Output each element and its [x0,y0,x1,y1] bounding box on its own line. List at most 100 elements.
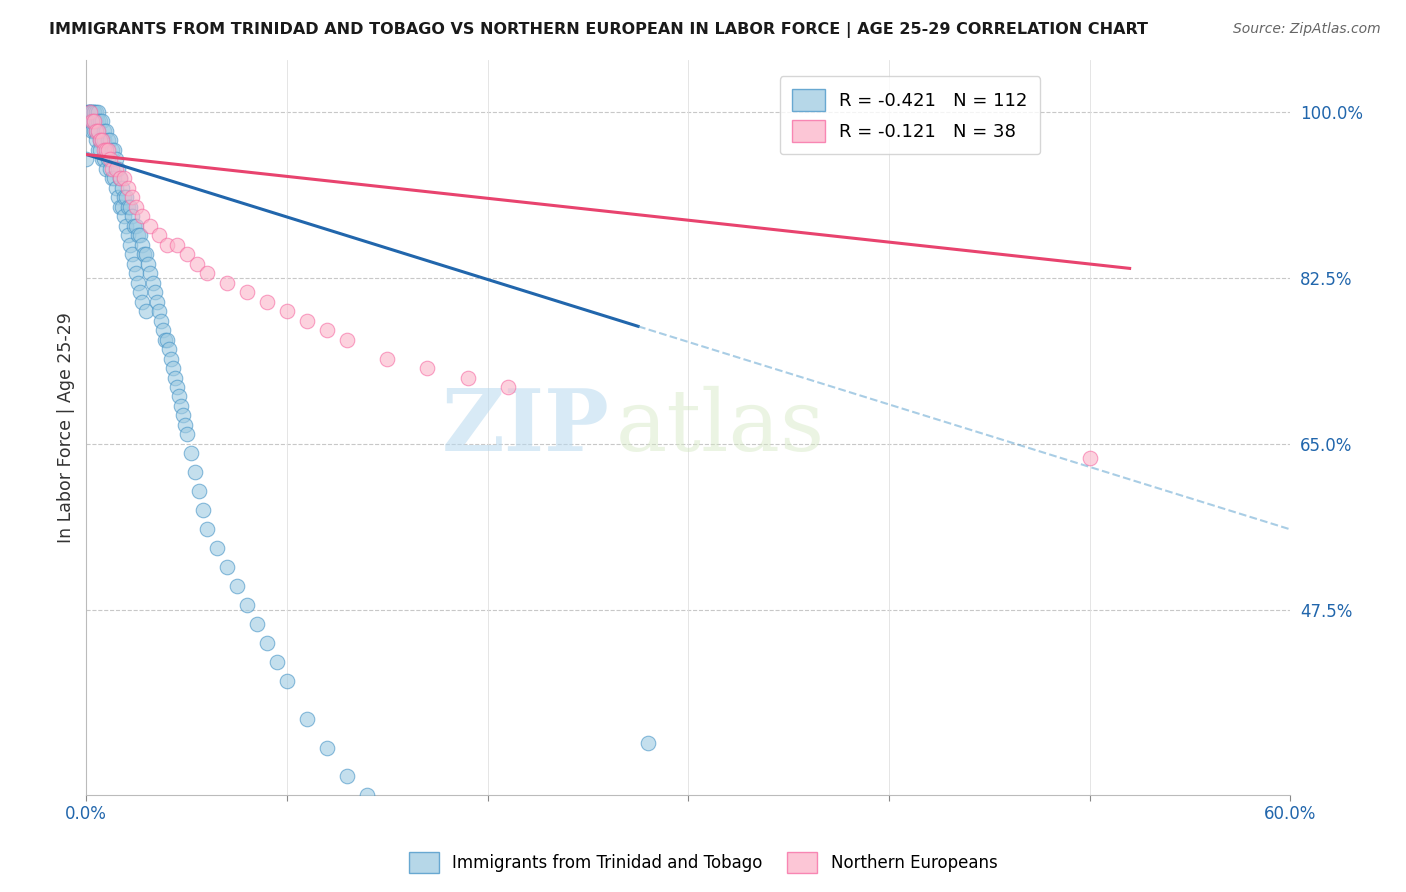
Point [75,153,97,167]
Point [145,294,167,309]
Point [176,427,198,442]
Point [246,617,269,632]
Point [127,276,149,290]
Point [172,409,194,423]
Point [89,143,111,157]
Point [125,266,148,280]
Point [91,133,114,147]
Point [141,276,163,290]
Point [129,228,152,243]
Point [111,180,134,194]
Point [129,285,152,299]
Point [139,219,162,233]
Point [236,599,259,613]
Point [256,294,278,309]
Point [107,161,129,176]
Point [86,114,108,128]
Point [89,133,111,147]
Point [98,133,121,147]
Point [83,104,105,119]
Point [167,389,190,403]
Point [316,323,339,337]
Point [127,228,149,243]
Point [87,114,110,128]
Point [169,399,191,413]
Point [124,257,146,271]
Point [87,124,110,138]
Point [637,736,659,750]
Point [276,674,298,689]
Point [186,257,208,271]
Point [256,636,278,650]
Point [295,712,318,726]
Point [496,380,519,394]
Point [149,313,172,327]
Point [115,190,138,204]
Point [205,541,228,556]
Point [93,133,115,147]
Point [155,237,177,252]
Point [336,769,359,783]
Point [97,153,120,167]
Text: atlas: atlas [616,385,825,469]
Point [131,294,153,309]
Point [187,484,209,499]
Point [82,114,104,128]
Point [131,237,153,252]
Point [101,171,124,186]
Point [295,313,318,327]
Point [163,370,186,384]
Point [162,361,184,376]
Point [79,114,101,128]
Point [375,351,398,366]
Point [215,560,238,574]
Point [93,124,115,138]
Point [107,190,129,204]
Point [93,153,115,167]
Point [87,124,110,138]
Point [103,171,125,186]
Point [191,503,214,517]
Point [83,114,105,128]
Point [148,304,170,318]
Point [86,133,108,147]
Point [77,104,100,119]
Text: ZIP: ZIP [443,385,610,469]
Point [124,219,146,233]
Point [103,143,125,157]
Point [276,304,298,318]
Point [139,266,162,280]
Point [195,522,218,536]
Point [225,579,247,593]
Point [112,171,135,186]
Point [97,133,120,147]
Point [157,342,180,356]
Point [131,209,153,223]
Point [87,104,110,119]
Point [112,209,135,223]
Point [134,247,156,261]
Point [120,237,142,252]
Point [79,104,101,119]
Point [195,266,218,280]
Point [105,161,128,176]
Point [97,143,120,157]
Point [135,247,157,261]
Point [83,104,105,119]
Point [77,104,100,119]
Point [86,124,108,138]
Point [215,276,238,290]
Point [1078,451,1101,466]
Point [125,219,148,233]
Point [87,143,110,157]
Point [121,247,143,261]
Point [96,143,118,157]
Point [79,104,101,119]
Point [79,104,101,119]
Point [110,171,132,186]
Text: Source: ZipAtlas.com: Source: ZipAtlas.com [1233,22,1381,37]
Point [336,333,359,347]
Point [86,104,108,119]
Point [457,370,479,384]
Point [91,114,114,128]
